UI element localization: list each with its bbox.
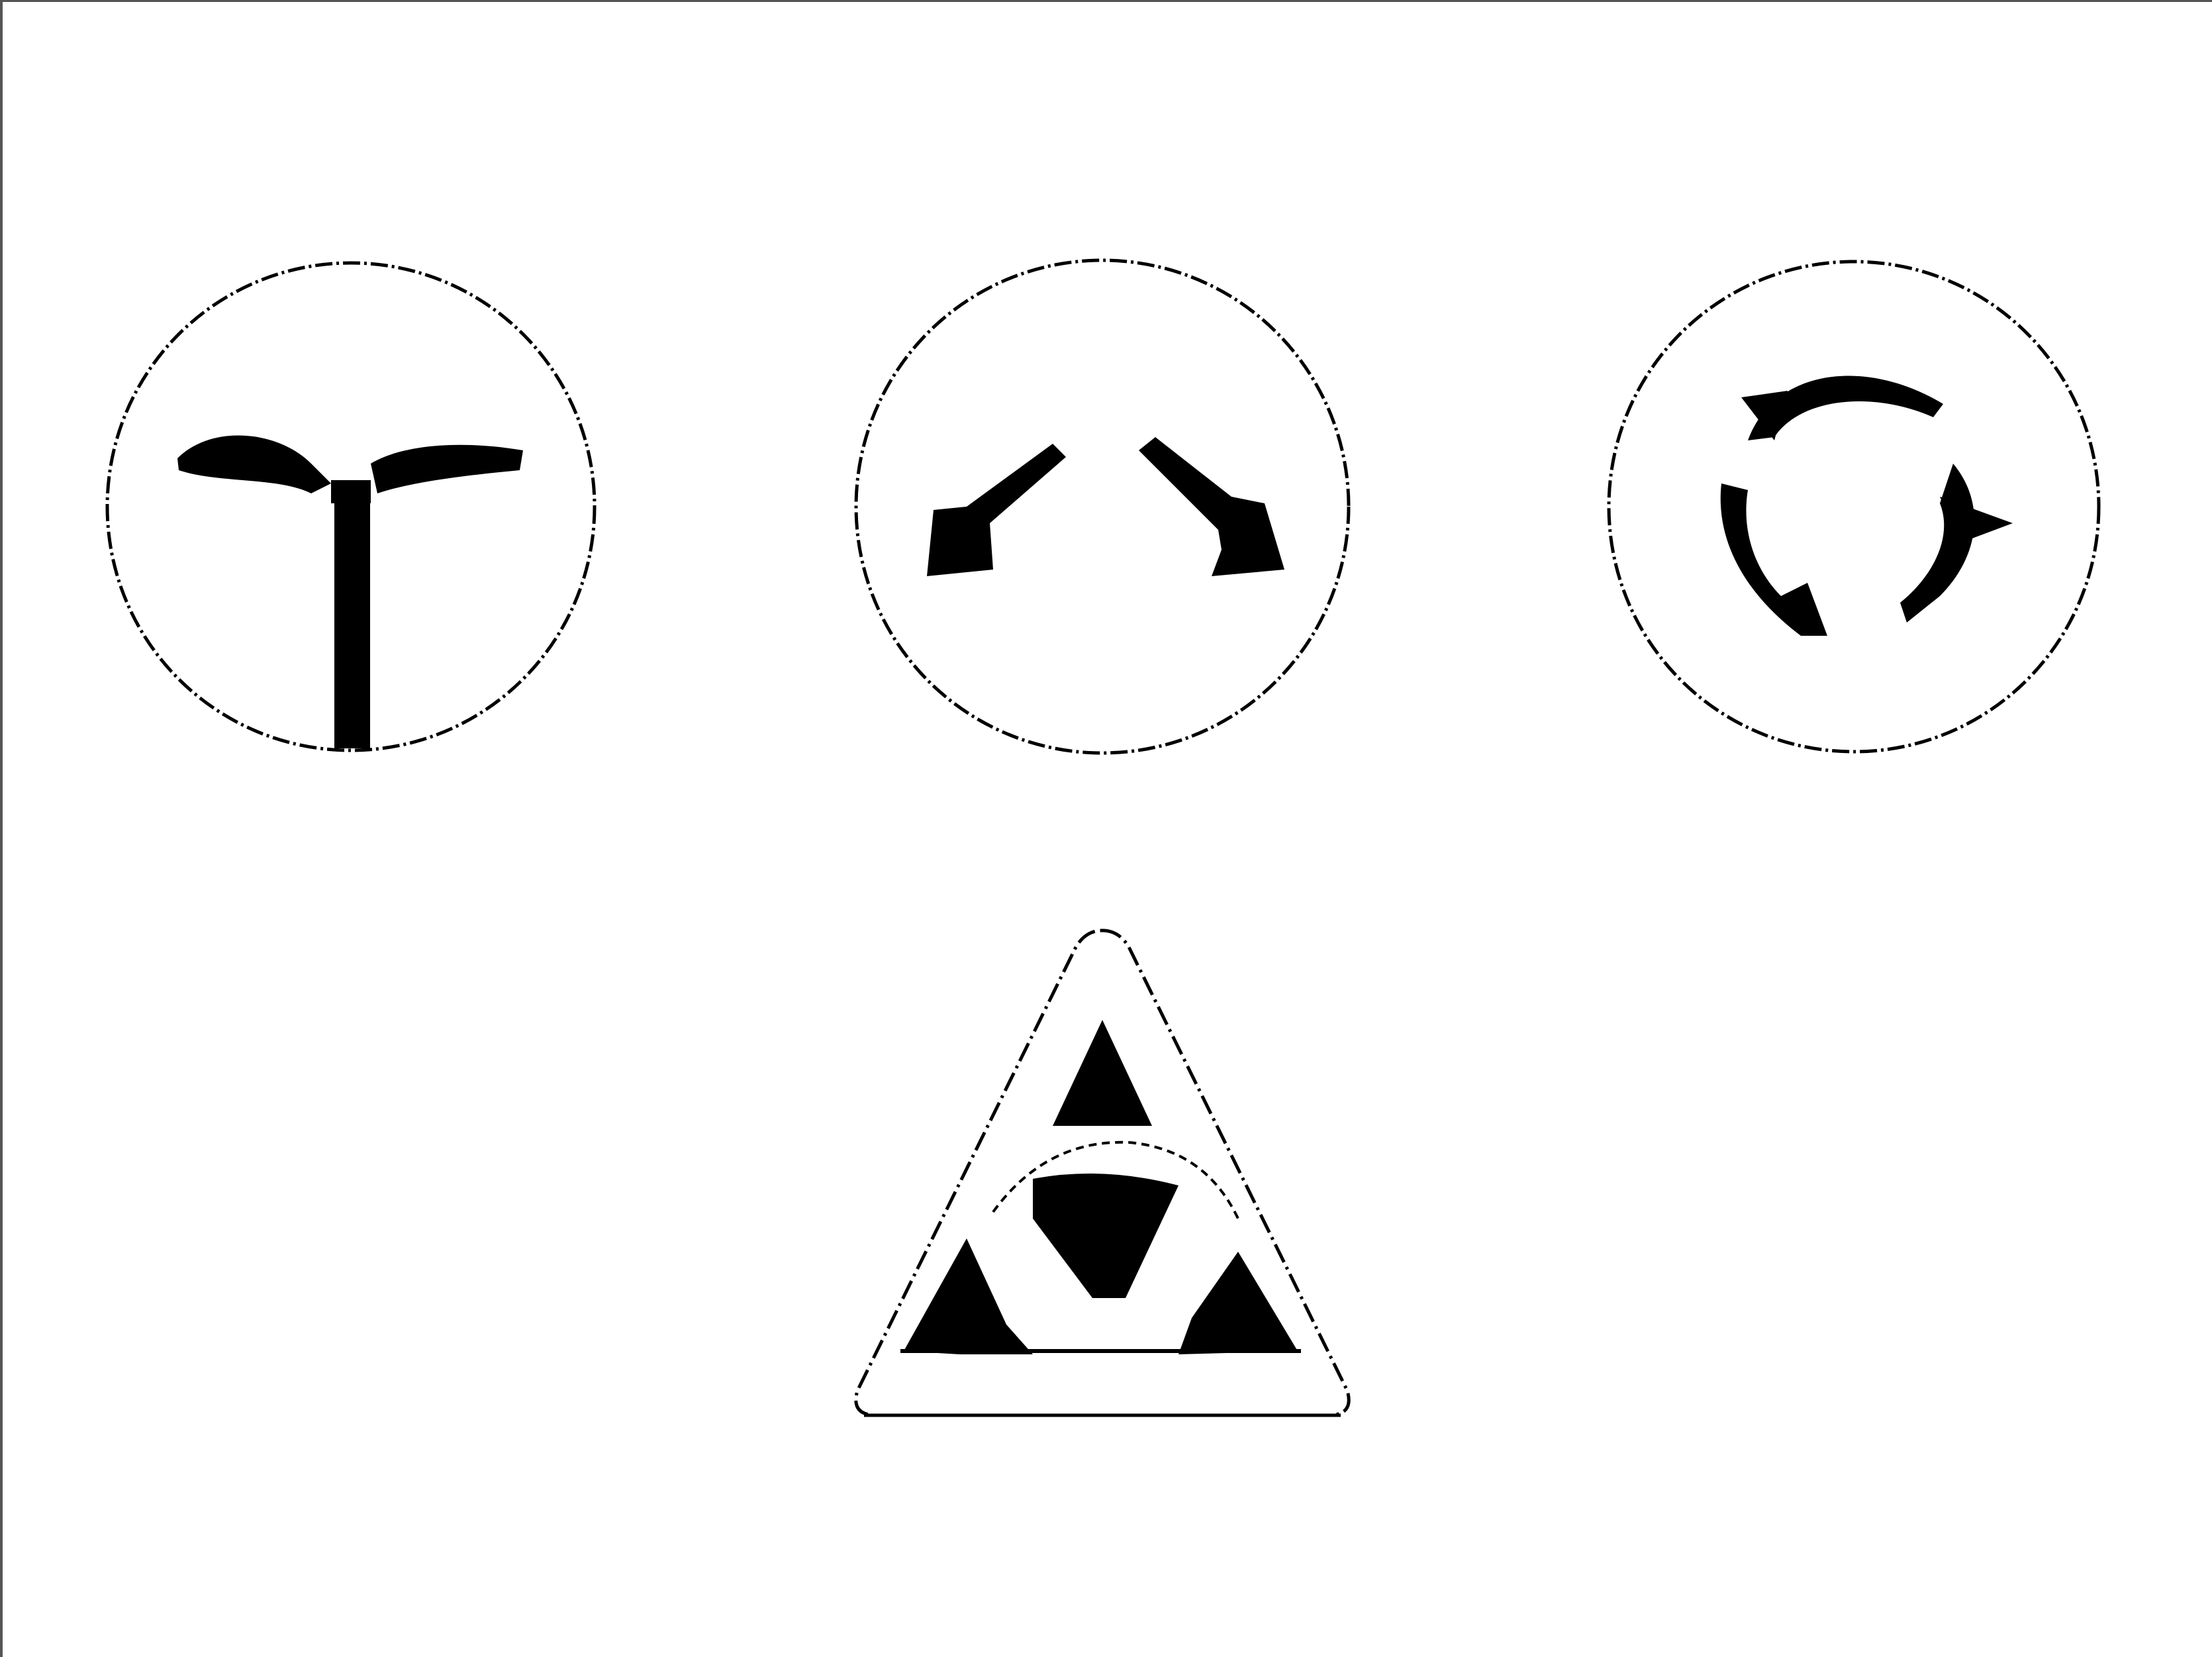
diverging-arrows-sign xyxy=(854,258,1351,755)
roundabout-sign-ring xyxy=(1607,260,2101,754)
t-junction-icon xyxy=(177,435,523,748)
t-junction-sign-ring xyxy=(105,261,597,752)
roundabout-sign xyxy=(1607,260,2101,754)
roundabout-warning-sign xyxy=(854,929,1351,1417)
two-arrows-diverging-icon xyxy=(927,437,1284,576)
warning-triangle-outline xyxy=(854,929,1351,1417)
roundabout-arrows-icon xyxy=(1720,376,2013,636)
roundabout-warning-triangle-icon xyxy=(900,1020,1301,1354)
t-junction-sign xyxy=(105,261,597,752)
diverging-arrows-sign-ring xyxy=(854,258,1351,755)
